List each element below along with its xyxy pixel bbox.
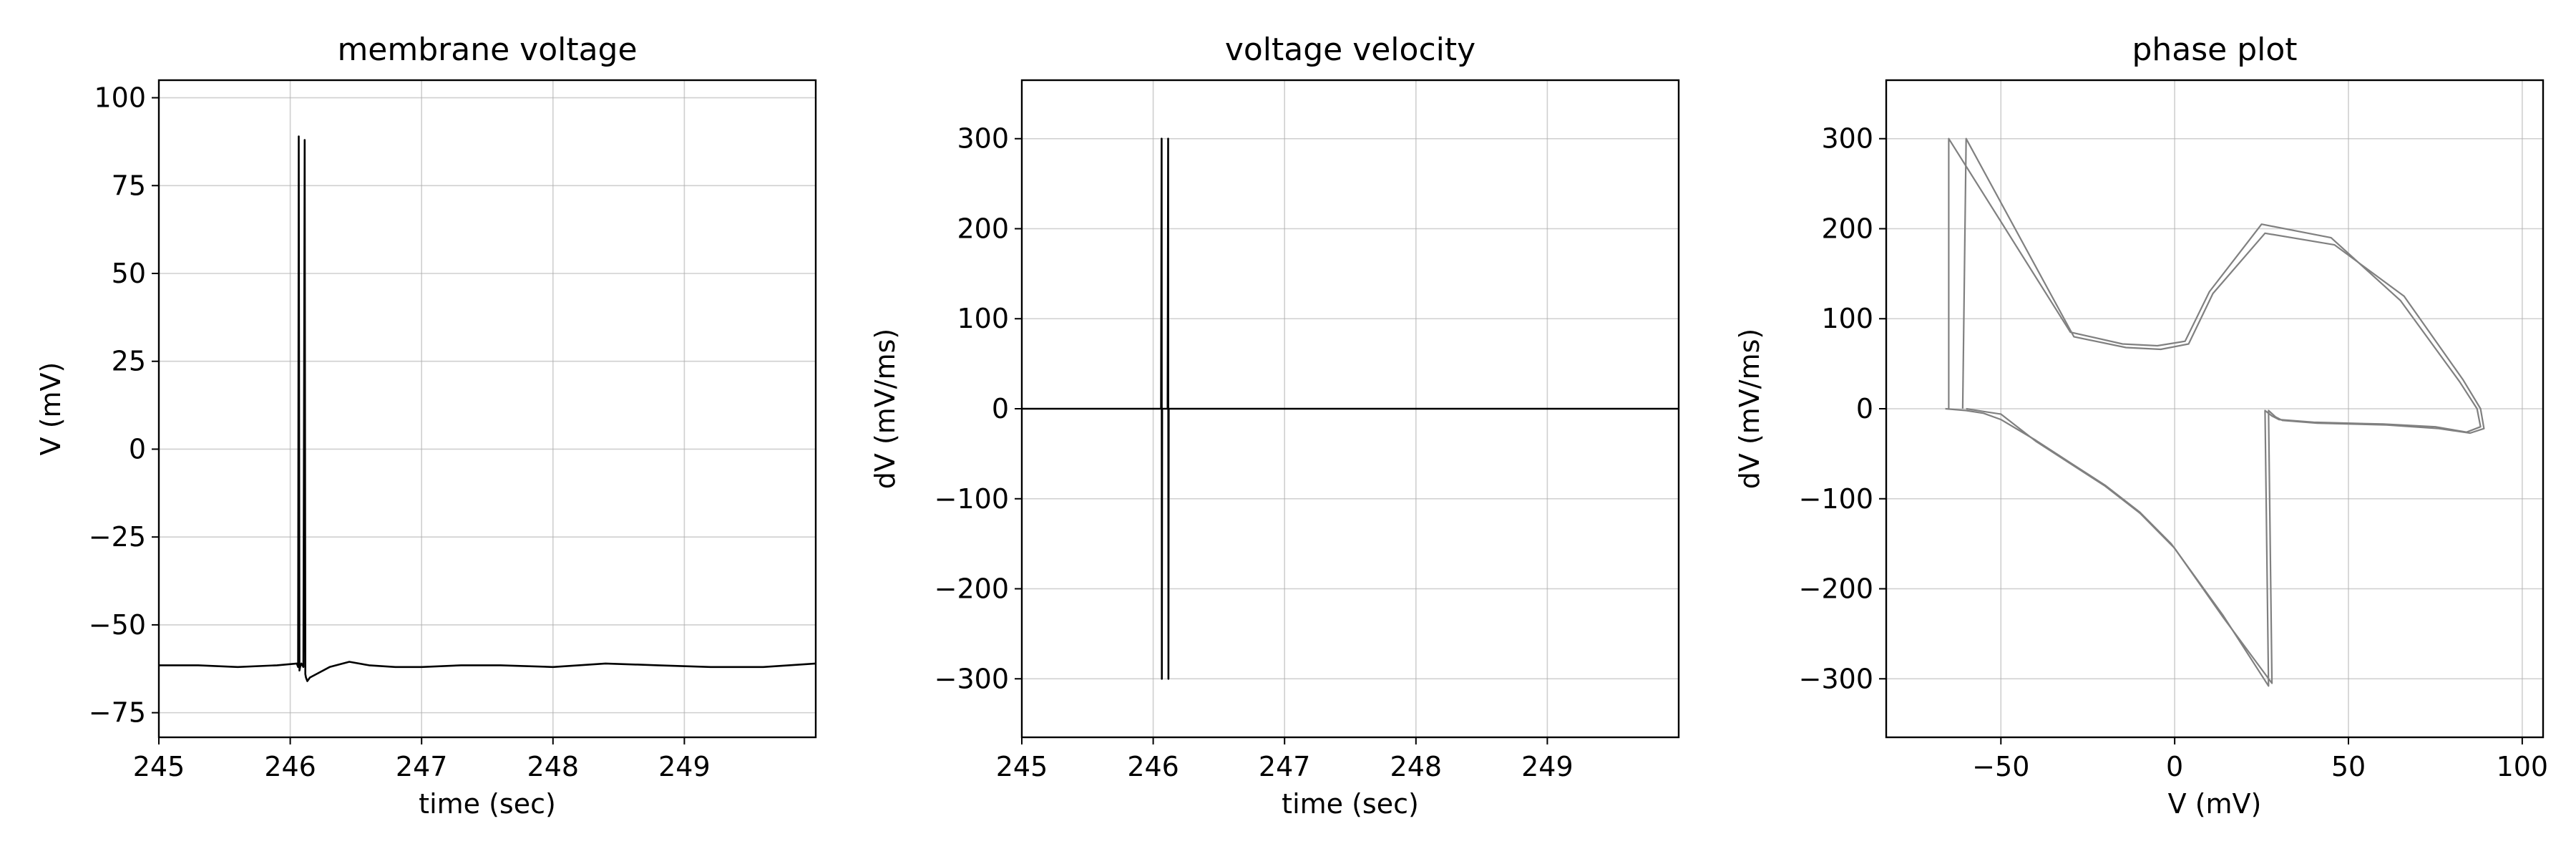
x-tick-label: 246 [264, 751, 316, 782]
y-tick-label: −50 [89, 609, 146, 641]
y-axis-label: dV (mV/ms) [1734, 329, 1765, 489]
x-tick-label: 100 [2497, 751, 2549, 782]
y-tick-label: 50 [112, 258, 146, 289]
chart-title: membrane voltage [337, 31, 637, 68]
y-tick-label: −75 [89, 697, 146, 729]
y-tick-label: 200 [1821, 213, 1873, 244]
y-tick-label: 100 [957, 303, 1009, 334]
x-axis-label: V (mV) [2168, 788, 2262, 820]
plot-frame [157, 79, 817, 739]
y-tick-label: 200 [957, 213, 1009, 244]
y-tick-label: −100 [1799, 483, 1873, 515]
x-tick-label: 247 [396, 751, 448, 782]
x-tick-label: −50 [1972, 751, 2029, 782]
y-tick-label: −300 [1799, 663, 1873, 694]
chart-title: phase plot [2132, 31, 2297, 68]
y-tick-label: 100 [94, 82, 146, 114]
x-tick-label: 248 [1390, 751, 1443, 782]
x-axis-label: time (sec) [1282, 788, 1419, 820]
y-tick-label: −300 [935, 663, 1009, 694]
chart-title: voltage velocity [1225, 31, 1475, 68]
y-tick-label: 25 [112, 346, 146, 377]
y-tick-label: −100 [935, 483, 1009, 515]
y-tick-label: −25 [89, 521, 146, 553]
x-tick-label: 245 [996, 751, 1048, 782]
y-tick-label: 0 [1856, 393, 1873, 424]
y-tick-label: 0 [992, 393, 1009, 424]
x-tick-label: 249 [658, 751, 711, 782]
chart-panel-1: 245 246 247 248 249 −75 −50 −25 0 25 50 75 100 membra… [35, 31, 817, 820]
y-tick-label: −200 [935, 573, 1009, 605]
x-tick-label: 248 [527, 751, 580, 782]
y-tick-label: 75 [112, 170, 146, 201]
x-tick-label: 249 [1521, 751, 1574, 782]
x-axis-label: time (sec) [419, 788, 556, 820]
series-line-1 [1022, 137, 1679, 680]
y-tick-label: −200 [1799, 573, 1873, 605]
chart-panel-2: 245 246 247 248 249 −300 −200 −100 0 100 200 300 vol… [869, 31, 1680, 820]
x-tick-label: 247 [1259, 751, 1311, 782]
y-tick-label: 300 [1821, 123, 1873, 155]
series-line-2 [1961, 137, 2485, 684]
x-tick-label: 245 [133, 751, 185, 782]
x-tick-label: 50 [2331, 751, 2366, 782]
chart-panel-3: −50 0 50 100 −300 −200 −100 0 100 200 300 phase plo… [1734, 31, 2548, 820]
y-tick-label: 300 [957, 123, 1009, 155]
y-tick-label: 0 [129, 433, 146, 465]
y-axis-label: V (mV) [35, 362, 67, 456]
y-tick-label: 100 [1821, 303, 1873, 334]
x-tick-label: 246 [1127, 751, 1179, 782]
y-axis-label: dV (mV/ms) [869, 329, 901, 489]
series-line-1 [159, 135, 816, 682]
x-tick-label: 0 [2166, 751, 2183, 782]
